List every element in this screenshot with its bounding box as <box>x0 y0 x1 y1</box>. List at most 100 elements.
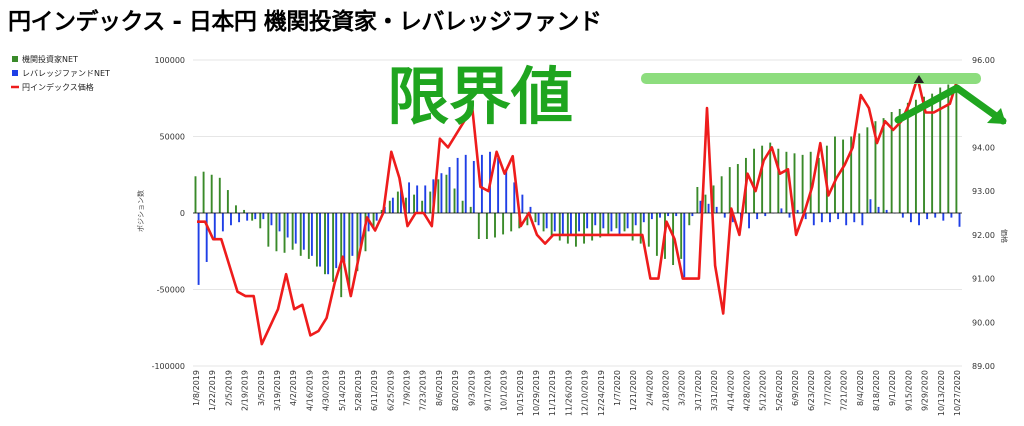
leveraged-bar <box>238 213 241 223</box>
y-left-tick-label: 0 <box>180 209 185 218</box>
leveraged-bar <box>926 213 929 220</box>
x-axis: 1/8/2019 1/22/2019 2/5/2019 2/19/2019 3/5/20… <box>192 370 962 416</box>
leveraged-bar <box>448 167 451 213</box>
leveraged-bar <box>610 213 613 232</box>
leveraged-bar <box>812 213 815 226</box>
institutional-bar <box>485 213 488 240</box>
legend-item-index: 円インデックス価格 <box>11 82 94 92</box>
leveraged-bar <box>400 190 402 213</box>
leveraged-bar <box>230 213 232 226</box>
leveraged-bar <box>561 213 564 235</box>
y-right-tick-label: 93.00 <box>972 187 995 196</box>
leveraged-bar <box>707 203 710 213</box>
leveraged-bar <box>950 213 953 218</box>
leveraged-bar <box>845 213 848 226</box>
institutional-bar <box>785 151 788 213</box>
leveraged-bar <box>837 213 840 220</box>
institutional-bar <box>591 213 594 241</box>
x-tick-label: 2/18/2020 <box>662 370 671 411</box>
institutional-bar <box>599 213 602 238</box>
institutional-bar <box>348 213 351 287</box>
leveraged-bar <box>359 213 362 247</box>
institutional-bar <box>866 127 869 213</box>
y-right-tick-label: 96.00 <box>972 56 995 65</box>
x-tick-label: 3/5/2019 <box>257 370 266 406</box>
institutional-bar <box>769 142 772 213</box>
institutional-bar <box>680 213 683 259</box>
institutional-bar <box>218 177 221 213</box>
leveraged-bar <box>780 208 783 213</box>
legend-label-leveraged: レバレッジファンドNET <box>22 69 110 78</box>
x-tick-label: 1/21/2020 <box>629 370 638 411</box>
y-left-tick-label: 50000 <box>160 133 185 142</box>
leveraged-bar <box>659 213 661 218</box>
x-tick-label: 10/15/2019 <box>516 370 525 416</box>
x-tick-label: 9/1/2020 <box>888 370 897 406</box>
leveraged-bar <box>578 213 580 232</box>
institutional-bar <box>688 213 691 226</box>
x-tick-label: 11/26/2019 <box>564 370 573 416</box>
institutional-bar <box>607 213 610 235</box>
institutional-bar <box>510 213 513 232</box>
leveraged-bar <box>691 213 694 217</box>
institutional-bar <box>753 148 755 213</box>
institutional-bar <box>267 213 270 247</box>
leveraged-bar <box>513 182 516 213</box>
x-tick-label: 6/11/2019 <box>370 370 379 411</box>
leveraged-bar <box>497 157 500 213</box>
y-left-tick-label: -50000 <box>157 286 185 295</box>
limit-arrow <box>894 84 1007 125</box>
y-right-tick-label: 94.00 <box>972 143 995 152</box>
institutional-bar <box>388 200 391 213</box>
institutional-bar <box>931 93 934 213</box>
x-tick-label: 3/17/2020 <box>694 370 703 411</box>
x-tick-label: 7/7/2020 <box>823 370 832 406</box>
leveraged-bar <box>820 213 823 223</box>
institutional-bar <box>712 185 715 213</box>
institutional-bar <box>542 213 545 232</box>
institutional-bar <box>647 213 650 247</box>
x-tick-label: 4/14/2020 <box>726 370 735 411</box>
x-tick-label: 1/8/2019 <box>192 370 201 406</box>
leveraged-bar <box>942 213 945 221</box>
leveraged-bar <box>545 213 548 229</box>
leveraged-bar <box>756 213 759 220</box>
leveraged-bar <box>723 213 726 218</box>
institutional-bar <box>890 112 893 213</box>
institutional-bar <box>194 176 197 213</box>
institutional-bar <box>372 213 375 229</box>
institutional-bar <box>736 164 739 213</box>
institutional-bar <box>413 194 416 213</box>
institutional-bar <box>850 136 853 213</box>
x-tick-label: 6/9/2020 <box>791 370 800 406</box>
leveraged-bar <box>853 213 856 223</box>
leveraged-bar <box>748 213 750 229</box>
leveraged-bar <box>764 213 767 217</box>
institutional-bar <box>558 213 561 241</box>
x-tick-label: 1/22/2019 <box>208 370 217 411</box>
x-tick-label: 12/24/2019 <box>597 370 606 416</box>
institutional-bar <box>437 179 440 213</box>
legend-item-leveraged: レバレッジファンドNET <box>12 69 110 78</box>
limit-arrow-head <box>987 108 1006 124</box>
institutional-bar <box>502 213 505 235</box>
legend-swatch-leveraged <box>12 70 18 76</box>
institutional-bar <box>615 213 618 229</box>
leveraged-bar <box>529 206 532 213</box>
institutional-bar <box>251 213 254 221</box>
leveraged-bar <box>424 185 427 213</box>
y-left-tick-label: 100000 <box>154 56 185 65</box>
leveraged-bar <box>343 213 346 262</box>
leveraged-bar <box>570 213 572 235</box>
leveraged-bar <box>278 213 281 232</box>
x-tick-label: 8/18/2020 <box>872 370 881 411</box>
leveraged-bar <box>408 182 411 213</box>
institutional-bars <box>194 78 958 298</box>
x-tick-label: 3/3/2020 <box>678 370 687 406</box>
y-right-tick-label: 91.00 <box>972 275 995 284</box>
institutional-bar <box>210 174 213 213</box>
leveraged-bar <box>472 160 475 213</box>
x-tick-label: 4/2/2019 <box>289 370 298 406</box>
institutional-bar <box>777 148 780 213</box>
x-tick-label: 3/19/2019 <box>273 370 282 411</box>
